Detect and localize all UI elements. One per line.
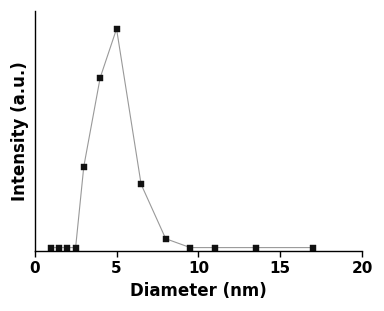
Y-axis label: Intensity (a.u.): Intensity (a.u.)	[11, 61, 29, 201]
X-axis label: Diameter (nm): Diameter (nm)	[130, 282, 267, 300]
